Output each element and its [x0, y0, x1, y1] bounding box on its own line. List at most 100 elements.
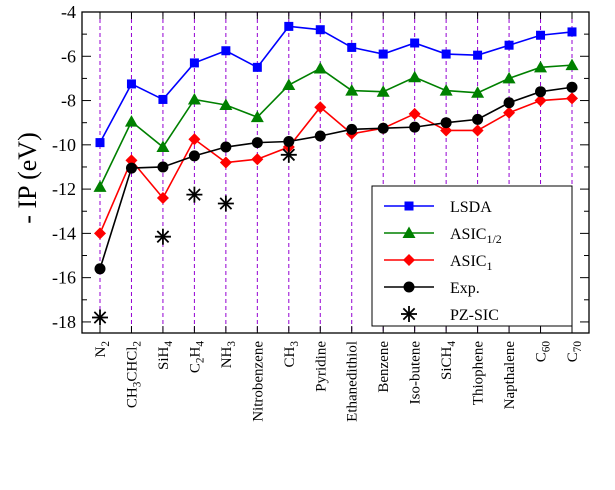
data-point-pz-sic [280, 146, 297, 163]
data-point-lsda [284, 21, 294, 31]
legend-marker [403, 281, 415, 293]
data-point-pz-sic [186, 186, 203, 203]
data-point-exp- [188, 150, 200, 162]
legend-label: PZ-SIC [450, 307, 499, 324]
x-category-label: C60 [534, 341, 553, 363]
x-category-label: Napthalene [502, 341, 518, 410]
x-category-label: N2 [93, 341, 112, 357]
data-point-asic1 [314, 101, 327, 114]
legend-entry-asic1-2: ASIC1/2 [384, 226, 502, 246]
legend-label: ASIC1 [450, 253, 492, 273]
data-point-exp- [440, 117, 452, 129]
data-point-asic1-2 [408, 70, 422, 83]
data-point-exp- [251, 137, 263, 149]
data-point-lsda [473, 50, 483, 60]
x-category-label: SiCH4 [439, 341, 458, 380]
data-point-exp- [377, 122, 389, 134]
data-point-asic1 [503, 106, 516, 119]
data-point-lsda [504, 40, 514, 50]
data-point-asic1 [251, 153, 264, 166]
data-point-exp- [409, 121, 421, 133]
series-line-lsda [99, 25, 573, 143]
data-point-asic1-2 [439, 84, 453, 96]
data-point-asic1 [219, 156, 232, 169]
y-tick-label: -4 [61, 2, 76, 22]
y-tick-label: -18 [52, 312, 76, 332]
data-point-asic1 [408, 107, 421, 120]
x-category-label: SiH4 [156, 341, 175, 370]
data-point-asic1-2 [534, 60, 548, 73]
legend-label: Exp. [450, 280, 480, 297]
axes: -18 -16 -14 -12 -10 -8 -6 -4 N2 CH3CHCl2 SiH4 C2H4 N… [52, 2, 590, 422]
legend-entry-asic1: ASIC1 [384, 253, 492, 273]
series-asic1-2 [93, 58, 579, 192]
x-category-label: Iso-butene [408, 341, 424, 405]
data-point-asic1 [440, 124, 453, 137]
data-point-asic1-2 [93, 180, 107, 192]
data-point-asic1-2 [250, 110, 264, 123]
data-point-asic1 [125, 154, 138, 167]
data-point-exp- [314, 130, 326, 142]
series-exp- [94, 81, 578, 275]
data-point-asic1-2 [313, 61, 327, 74]
data-point-lsda [158, 94, 168, 104]
legend-label: ASIC1/2 [450, 226, 502, 246]
series-line-asic1 [99, 97, 573, 234]
data-point-lsda [567, 27, 577, 37]
data-point-asic1-2 [376, 85, 390, 97]
data-point-asic1 [471, 124, 484, 137]
data-point-exp- [503, 97, 515, 109]
legend-marker [403, 254, 415, 266]
x-category-label: Ethanedithiol [345, 341, 361, 422]
x-category-label: Pyridine [313, 341, 329, 392]
y-tick-label: -16 [52, 268, 76, 288]
data-point-exp- [125, 162, 137, 174]
legend-entry-lsda: LSDA [384, 199, 492, 216]
y-tick-label: -10 [52, 135, 76, 155]
data-point-exp- [283, 136, 295, 148]
y-tick-label: -14 [52, 223, 76, 243]
y-tick-label: -8 [61, 91, 76, 111]
x-category-label: NH3 [219, 341, 238, 369]
data-point-lsda [126, 79, 136, 89]
data-point-asic1 [566, 92, 578, 105]
data-point-pz-sic [154, 228, 171, 245]
data-point-lsda [536, 30, 546, 40]
data-point-lsda [441, 49, 451, 59]
data-point-lsda [189, 58, 199, 68]
data-point-exp- [157, 161, 169, 173]
data-point-asic1-2 [124, 115, 138, 127]
y-tick-label: -6 [61, 46, 76, 66]
data-point-exp- [94, 263, 106, 275]
x-category-label: Nitrobenzene [250, 341, 266, 422]
series-line-asic1-2 [99, 64, 573, 188]
data-point-pz-sic [92, 309, 108, 326]
data-point-exp- [346, 123, 358, 135]
x-category-label: CH3CHCl2 [124, 341, 143, 408]
legend-label: LSDA [450, 199, 492, 216]
y-axis-label: - IP (eV) [13, 132, 42, 223]
legend-marker [404, 201, 414, 211]
data-point-asic1 [534, 94, 547, 107]
series-pz-sic [92, 146, 297, 326]
data-point-lsda [221, 46, 231, 56]
legend-marker [401, 306, 417, 322]
data-point-pz-sic [217, 195, 234, 212]
data-point-exp- [220, 141, 232, 153]
data-point-asic1-2 [471, 86, 485, 98]
x-category-label: C2H4 [187, 341, 206, 373]
data-point-asic1-2 [156, 140, 170, 153]
data-point-asic1 [156, 191, 169, 204]
data-point-asic1-2 [565, 58, 579, 71]
data-point-lsda [252, 62, 262, 72]
series-line-exp- [99, 86, 573, 270]
data-point-asic1-2 [219, 98, 233, 110]
data-point-asic1 [188, 133, 201, 146]
y-tick-label: -12 [52, 179, 76, 199]
data-point-asic1 [94, 227, 106, 240]
legend-entry-exp-: Exp. [384, 280, 480, 297]
x-category-label: CH3 [282, 341, 301, 368]
legend: LSDA ASIC1/2 ASIC1 Exp. PZ-SIC [371, 185, 573, 327]
data-point-exp- [535, 86, 547, 98]
